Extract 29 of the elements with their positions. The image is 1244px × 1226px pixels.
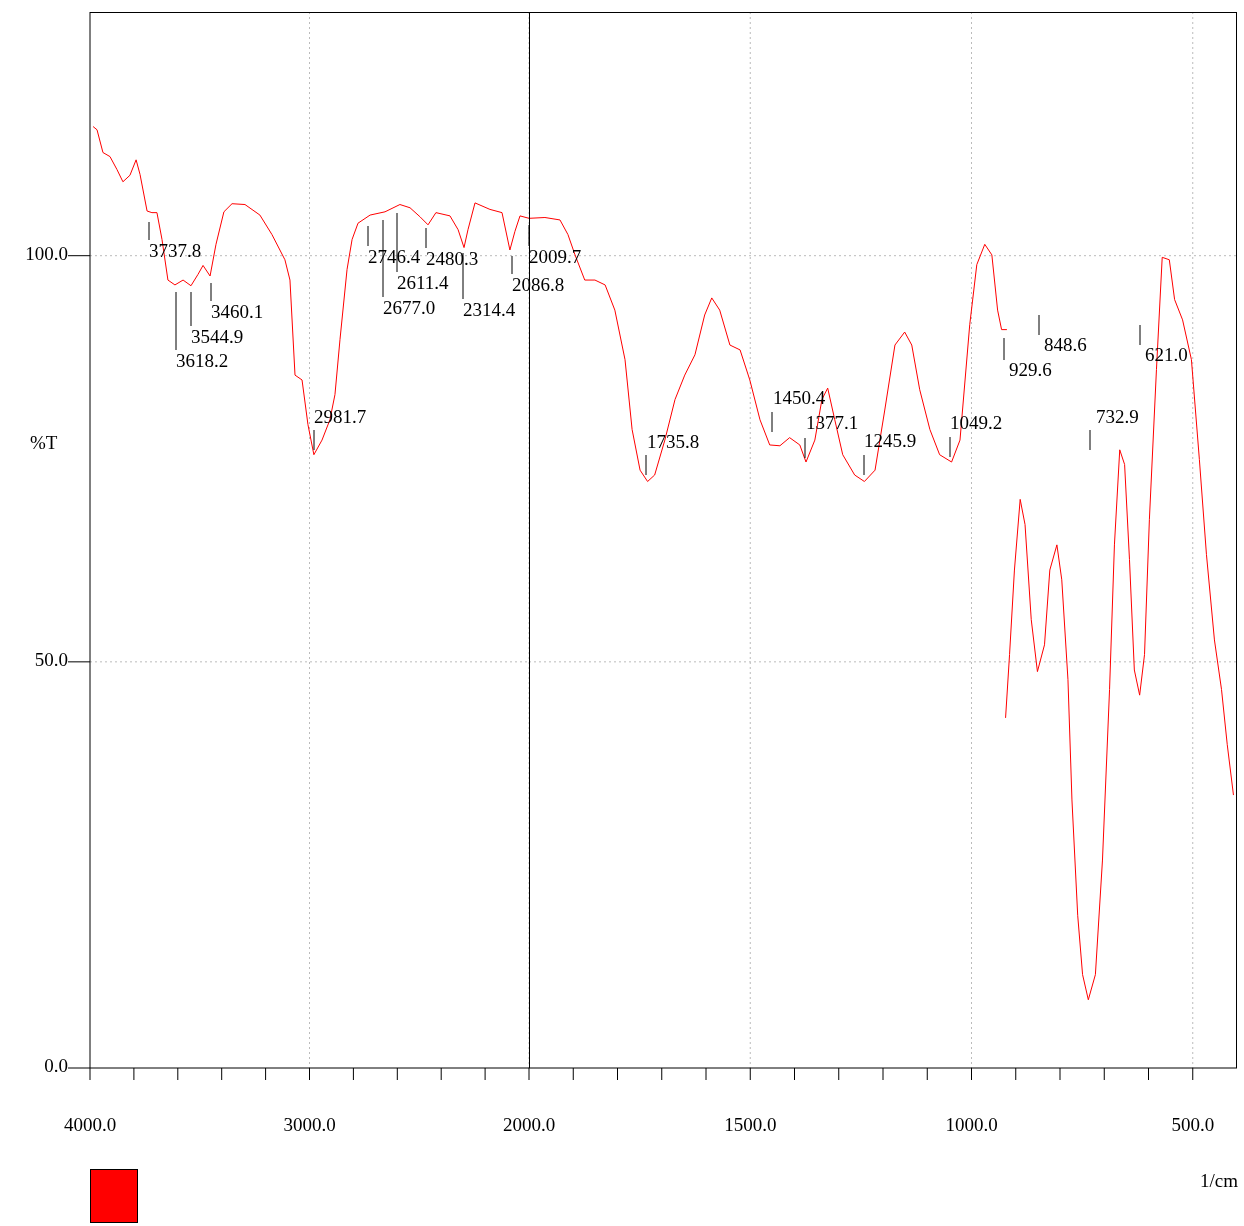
annotation: 1245.9	[864, 430, 917, 452]
y-tick-label: 100.0	[25, 243, 68, 265]
annotation: 2981.7	[314, 406, 367, 428]
x-tick-label: 4000.0	[63, 1114, 117, 1136]
annotation: 3544.9	[191, 326, 244, 348]
y-axis-title: %T	[30, 432, 58, 454]
annotation: 1450.4	[773, 387, 826, 409]
annotation: 3460.1	[211, 301, 264, 323]
x-tick-label: 2000.0	[502, 1114, 556, 1136]
x-tick-label: 1500.0	[724, 1114, 777, 1136]
annotation: 3618.2	[176, 350, 229, 372]
annotation: 732.9	[1096, 406, 1139, 428]
annotation: 621.0	[1145, 344, 1188, 366]
x-axis-title: 1/cm	[1200, 1170, 1238, 1192]
annotation: 2314.4	[463, 299, 516, 321]
annotation: 2611.4	[397, 272, 450, 294]
annotation: 3737.8	[149, 240, 202, 262]
annotation: 2009.7	[529, 246, 582, 268]
annotation: 1735.8	[647, 431, 700, 453]
x-tick-label: 3000.0	[283, 1114, 336, 1136]
x-tick-label: 500.0	[1171, 1114, 1215, 1136]
annotation: 848.6	[1044, 334, 1087, 356]
y-tick-label: 50.0	[34, 649, 68, 671]
x-tick-label: 1000.0	[945, 1114, 998, 1136]
annotation: 2677.0	[383, 297, 436, 319]
annotation: 2746.4	[368, 246, 421, 268]
y-tick-label: 0.0	[44, 1055, 68, 1077]
annotation: 929.6	[1009, 359, 1052, 381]
annotation: 2480.3	[426, 248, 479, 270]
